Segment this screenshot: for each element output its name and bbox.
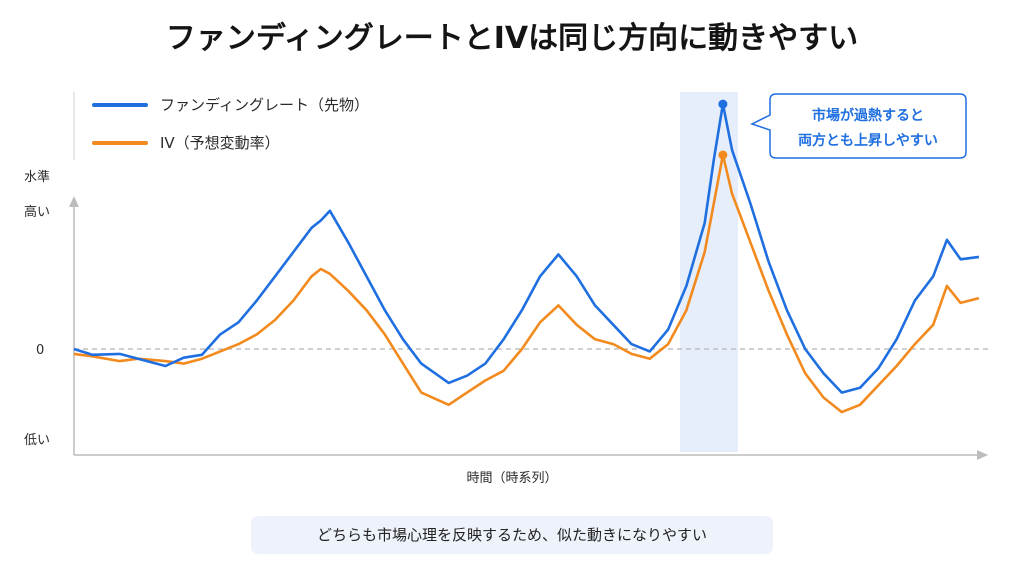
legend-label-iv: IV（予想変動率） [160,134,280,152]
chart-title: ファンディングレートとIVは同じ方向に動きやすい [166,21,858,56]
y-tick-low: 低い [24,433,50,448]
series-group [73,99,980,414]
y-tick-high: 高い [24,204,50,220]
series-line-iv [73,153,980,414]
callout-line-2: 両方とも上昇しやすい [798,132,938,149]
callout: 市場が過熱すると 両方とも上昇しやすい [750,93,967,159]
callout-line-1: 市場が過熱すると [812,107,924,124]
series-line-funding [73,102,980,394]
y-tick-zero: 0 [36,343,44,358]
y-axis-title: 水準 [24,169,50,185]
highlight-band [680,92,738,452]
y-axis-arrow [69,196,79,207]
footer-note: どちらも市場心理を反映するため、似た動きになりやすい [251,516,773,554]
x-axis-title: 時間（時系列） [466,471,557,486]
footer-text: どちらも市場心理を反映するため、似た動きになりやすい [317,526,707,544]
legend: ファンディングレート（先物） IV（予想変動率） [73,92,369,160]
footer-box [251,516,773,554]
callout-bubble [750,93,967,159]
axes [69,196,988,460]
peak-marker-funding [718,99,728,109]
peak-marker-iv [718,150,728,160]
legend-label-funding: ファンディングレート（先物） [160,96,369,114]
x-axis-arrow [977,450,988,460]
